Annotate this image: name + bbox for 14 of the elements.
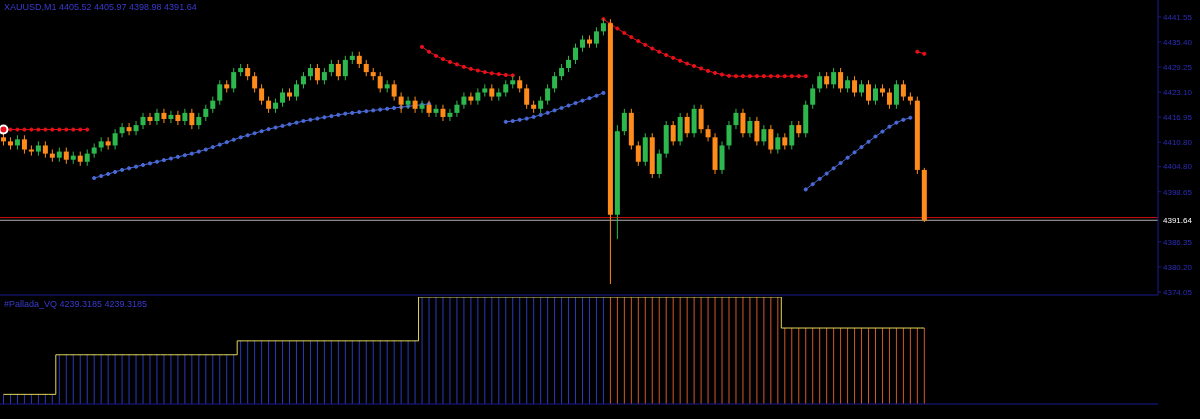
y-tick-label: 4386.35 [1163, 237, 1193, 247]
y-tick-label: 4423.10 [1163, 87, 1193, 97]
chart-title: XAUUSD,M1 4405.52 4405.97 4398.98 4391.64 [4, 2, 197, 12]
y-tick-label: 4374.05 [1163, 287, 1193, 297]
y-tick-label: 4398.65 [1163, 187, 1193, 197]
ref-line-label: 4391.64 [1163, 216, 1193, 226]
y-tick-label: 4404.80 [1163, 162, 1193, 172]
y-tick-label: 4429.25 [1163, 62, 1193, 72]
chart-title: #Pallada_VQ 4239.3185 4239.3185 [4, 299, 148, 309]
y-tick-label: 4416.95 [1163, 112, 1193, 122]
y-tick-label: 4441.55 [1163, 12, 1193, 22]
y-tick-label: 4380.20 [1163, 262, 1193, 272]
y-tick-label: 4410.80 [1163, 138, 1193, 148]
y-tick-label: 4435.40 [1163, 37, 1193, 47]
